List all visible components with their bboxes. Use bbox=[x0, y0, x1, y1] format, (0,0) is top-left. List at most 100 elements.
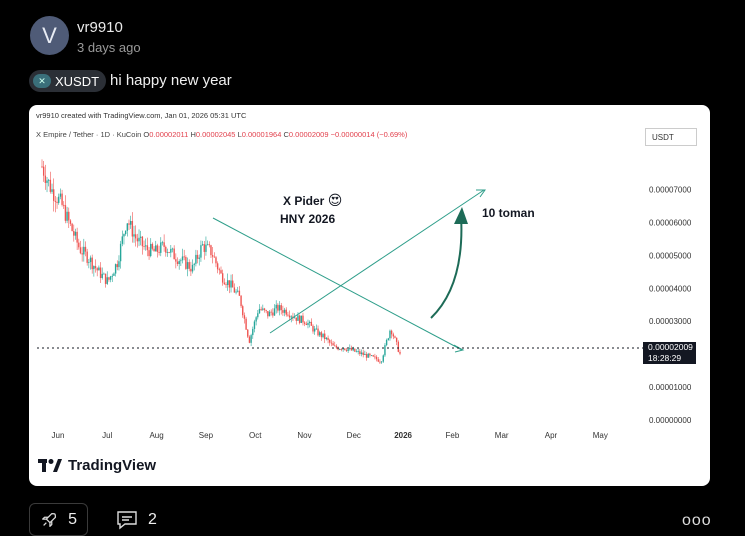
annotation-target: 10 toman bbox=[482, 206, 535, 220]
x-tick-label: Sep bbox=[199, 431, 214, 440]
candle-body bbox=[367, 353, 369, 358]
candle-body bbox=[382, 355, 384, 362]
candle-body bbox=[255, 317, 257, 322]
candle-body bbox=[81, 253, 83, 255]
candle-body bbox=[344, 348, 346, 350]
y-tick-label: 0.00000000 bbox=[649, 416, 692, 425]
candle-body bbox=[104, 273, 107, 284]
candle-body bbox=[64, 205, 67, 221]
candle-body bbox=[385, 340, 388, 346]
candle-body bbox=[61, 193, 63, 205]
candle-body bbox=[129, 221, 132, 225]
annotation-line1: X Pider bbox=[283, 194, 325, 208]
candle-body bbox=[359, 351, 361, 355]
last-price-tag: 0.00002009 18:28:29 bbox=[643, 342, 696, 364]
candle-body bbox=[114, 264, 117, 274]
candle-body bbox=[232, 280, 234, 288]
username[interactable]: vr9910 bbox=[77, 19, 123, 36]
tradingview-mark-icon bbox=[38, 458, 62, 472]
candle-body bbox=[325, 337, 328, 339]
candle-body bbox=[263, 308, 266, 311]
candle-body bbox=[150, 243, 152, 257]
candle-body bbox=[245, 318, 247, 330]
candle-body bbox=[168, 252, 170, 253]
candle-body bbox=[79, 247, 82, 254]
x-tick-label: Nov bbox=[297, 431, 311, 440]
y-tick-label: 0.00001000 bbox=[649, 383, 692, 392]
candle-body bbox=[58, 196, 60, 203]
candle-body bbox=[357, 351, 359, 352]
candle-body bbox=[71, 223, 73, 232]
candle-body bbox=[374, 356, 376, 358]
candle-body bbox=[355, 351, 358, 353]
candle-body bbox=[324, 333, 326, 339]
candle-body bbox=[183, 256, 185, 258]
candle-body bbox=[119, 243, 122, 262]
candle-body bbox=[91, 257, 93, 270]
candle-body bbox=[176, 261, 179, 264]
candle-body bbox=[124, 230, 127, 235]
candle-body bbox=[195, 254, 197, 264]
x-tick-label: Dec bbox=[347, 431, 361, 440]
candle-body bbox=[298, 315, 301, 323]
candle-body bbox=[89, 257, 92, 263]
candle-body bbox=[133, 234, 135, 237]
candle-body bbox=[320, 332, 323, 338]
candle-body bbox=[221, 273, 224, 283]
candle-body bbox=[188, 262, 190, 269]
candle-body bbox=[250, 335, 252, 343]
o-label: O bbox=[143, 130, 150, 139]
annotation-x-pider: X Pider 😍 bbox=[283, 192, 342, 209]
candle-body bbox=[153, 248, 155, 252]
boost-count: 5 bbox=[68, 510, 77, 528]
candle-body bbox=[387, 338, 389, 341]
candle-body bbox=[340, 349, 343, 350]
candle-body bbox=[282, 310, 284, 313]
x-empire-coin-icon: ✕ bbox=[33, 74, 51, 88]
comment-button[interactable]: 2 bbox=[116, 510, 157, 530]
chart-credit: vr9910 created with TradingView.com, Jan… bbox=[36, 111, 247, 120]
curved-arrow-head bbox=[454, 207, 468, 224]
candle-body bbox=[101, 273, 103, 278]
candle-body bbox=[126, 223, 129, 231]
candle-body bbox=[347, 349, 349, 351]
candle-body bbox=[375, 356, 378, 360]
candle-body bbox=[146, 245, 149, 251]
candle-body bbox=[49, 179, 52, 192]
candle-body bbox=[365, 353, 368, 358]
candle-body bbox=[230, 280, 232, 288]
chart-image-card[interactable] bbox=[29, 105, 710, 486]
candle-body bbox=[109, 276, 112, 280]
candle-body bbox=[300, 315, 302, 323]
candle-body bbox=[208, 244, 210, 246]
candle-body bbox=[88, 262, 90, 263]
x-tick-label: 2026 bbox=[394, 431, 412, 440]
candle-body bbox=[213, 256, 216, 258]
candle-body bbox=[143, 246, 145, 247]
y-tick-label: 0.00005000 bbox=[649, 251, 692, 260]
candle-body bbox=[397, 341, 400, 352]
more-options-icon[interactable]: ooo bbox=[682, 512, 712, 529]
candle-body bbox=[170, 248, 172, 253]
avatar[interactable]: V bbox=[30, 16, 69, 55]
candle-body bbox=[370, 355, 373, 357]
candle-body bbox=[99, 267, 102, 278]
y-tick-label: 0.00007000 bbox=[649, 186, 692, 195]
close-value: 0.00002009 bbox=[288, 130, 329, 139]
candle-body bbox=[337, 347, 339, 350]
candle-body bbox=[98, 267, 100, 271]
candle-body bbox=[253, 321, 256, 329]
ticker-chip[interactable]: ✕ XUSDT bbox=[29, 70, 107, 92]
candle-body bbox=[178, 261, 180, 264]
candle-body bbox=[225, 284, 227, 286]
boost-button[interactable]: 5 bbox=[29, 503, 88, 536]
candle-body bbox=[350, 347, 353, 351]
candle-body bbox=[257, 313, 259, 318]
candle-body bbox=[111, 275, 113, 277]
candle-body bbox=[78, 242, 80, 248]
candle-body bbox=[53, 189, 55, 201]
candle-body bbox=[238, 290, 241, 296]
candle-body bbox=[399, 351, 401, 354]
candle-body bbox=[290, 316, 292, 318]
